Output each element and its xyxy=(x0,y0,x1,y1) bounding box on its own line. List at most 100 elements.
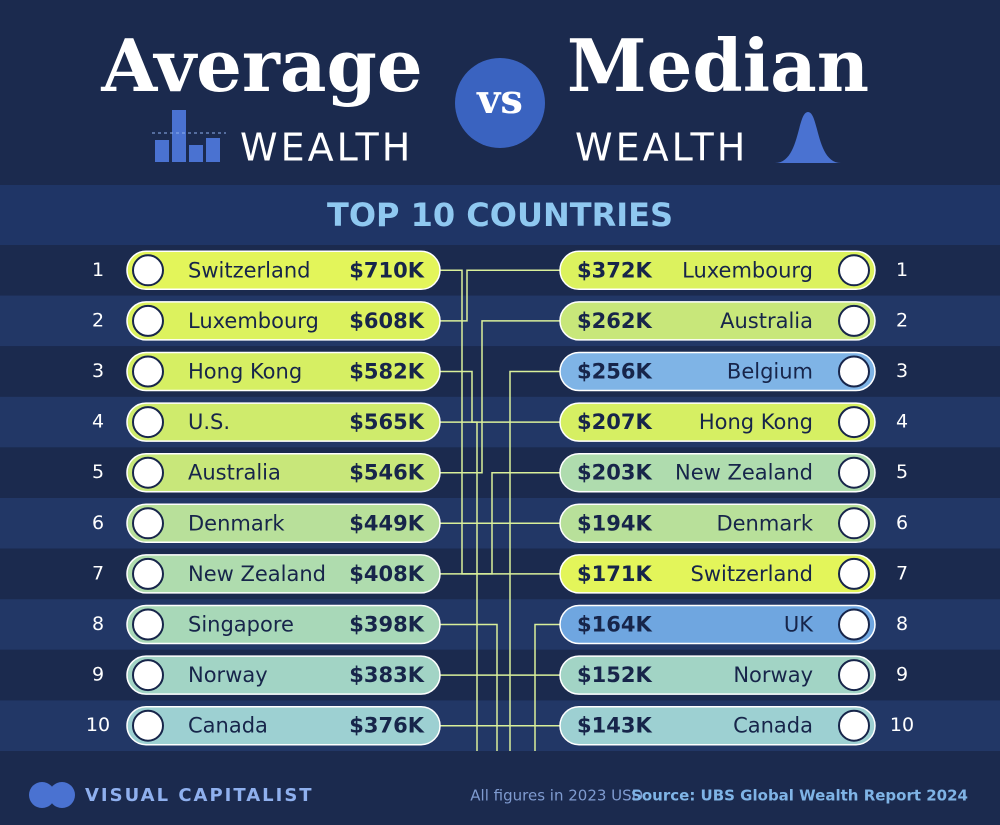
country: Luxembourg xyxy=(188,309,319,333)
rank-left: 6 xyxy=(92,512,104,534)
rank-left: 4 xyxy=(92,411,104,433)
vs-badge xyxy=(455,58,545,148)
value: $565K xyxy=(349,410,424,434)
pill xyxy=(126,503,441,544)
flag xyxy=(132,456,164,489)
country: Singapore xyxy=(188,613,294,637)
value: $194K xyxy=(577,511,652,535)
flag xyxy=(838,355,870,388)
flag xyxy=(132,507,164,540)
pill xyxy=(559,402,876,442)
connector xyxy=(440,623,498,751)
rank-left: 7 xyxy=(92,562,104,584)
rank-left: 3 xyxy=(92,360,104,382)
rank-left: 2 xyxy=(92,309,104,331)
rank-left: 8 xyxy=(92,613,104,635)
flag xyxy=(838,304,870,337)
country: Switzerland xyxy=(691,562,814,586)
country: Switzerland xyxy=(188,258,311,282)
value: $376K xyxy=(349,714,424,738)
title-right: Median xyxy=(567,23,869,108)
flag xyxy=(132,355,164,388)
value: $710K xyxy=(349,258,424,282)
country: Denmark xyxy=(716,511,813,535)
rank-left: 9 xyxy=(92,664,104,686)
rank-right: 7 xyxy=(896,562,908,584)
value: $164K xyxy=(577,613,652,637)
value: $582K xyxy=(349,360,424,384)
flag xyxy=(838,456,870,489)
country: Australia xyxy=(720,309,813,333)
value: $256K xyxy=(577,360,652,384)
connector xyxy=(440,421,478,751)
rank-right: 4 xyxy=(896,411,908,433)
rank-right: 3 xyxy=(896,360,908,382)
pill xyxy=(126,452,441,493)
country: Hong Kong xyxy=(699,410,813,434)
flag xyxy=(132,254,164,287)
pill xyxy=(126,301,441,341)
country: Canada xyxy=(188,714,268,738)
value: $203K xyxy=(577,461,652,485)
value: $171K xyxy=(577,562,652,586)
connector xyxy=(440,471,560,575)
value: $608K xyxy=(349,309,424,333)
pill xyxy=(126,655,441,695)
pill xyxy=(559,351,876,392)
country: New Zealand xyxy=(675,461,813,485)
flag xyxy=(838,608,870,641)
pill xyxy=(126,705,441,746)
subtitle-left: WEALTH xyxy=(240,126,413,170)
pill xyxy=(126,250,441,291)
rank-left: 10 xyxy=(86,714,110,736)
logo xyxy=(29,782,75,808)
country: Norway xyxy=(733,663,813,687)
rank-left: 1 xyxy=(92,259,104,281)
flag xyxy=(838,557,870,590)
connector xyxy=(440,370,560,423)
pill xyxy=(559,301,876,341)
vs-text: vs xyxy=(476,76,523,123)
bell-icon xyxy=(775,112,841,163)
value: $152K xyxy=(577,663,652,687)
connectors xyxy=(440,269,560,751)
value: $449K xyxy=(349,511,424,535)
flag xyxy=(132,557,164,590)
value: $262K xyxy=(577,309,652,333)
rank-right: 6 xyxy=(896,512,908,534)
flag xyxy=(838,507,870,540)
value: $546K xyxy=(349,461,424,485)
flag xyxy=(838,659,870,692)
flag xyxy=(132,406,164,439)
connector xyxy=(440,269,560,322)
section-title: TOP 10 COUNTRIES xyxy=(327,196,673,234)
footer-source: Source: UBS Global Wealth Report 2024 xyxy=(631,787,968,805)
country: Luxembourg xyxy=(682,258,813,282)
rank-right: 9 xyxy=(896,664,908,686)
pill xyxy=(559,655,876,695)
value: $408K xyxy=(349,562,424,586)
brand: VISUAL CAPITALIST xyxy=(85,785,314,806)
connector xyxy=(534,623,560,751)
country: New Zealand xyxy=(188,562,326,586)
value: $383K xyxy=(349,663,424,687)
connector xyxy=(509,370,560,751)
rank-right: 5 xyxy=(896,461,908,483)
value: $398K xyxy=(349,613,424,637)
rank-right: 1 xyxy=(896,259,908,281)
pill xyxy=(126,402,441,442)
connector xyxy=(440,320,560,474)
pill xyxy=(559,554,876,594)
country: Hong Kong xyxy=(188,360,302,384)
value: $207K xyxy=(577,410,652,434)
country: Belgium xyxy=(727,360,813,384)
flag xyxy=(132,304,164,337)
country: Canada xyxy=(733,714,813,738)
footer-note: All figures in 2023 USD. xyxy=(470,787,648,805)
pill xyxy=(126,351,441,392)
subtitle-right: WEALTH xyxy=(575,126,748,170)
flag xyxy=(132,608,164,641)
rank-right: 10 xyxy=(890,714,914,736)
country: Denmark xyxy=(188,511,285,535)
pill xyxy=(559,604,876,645)
